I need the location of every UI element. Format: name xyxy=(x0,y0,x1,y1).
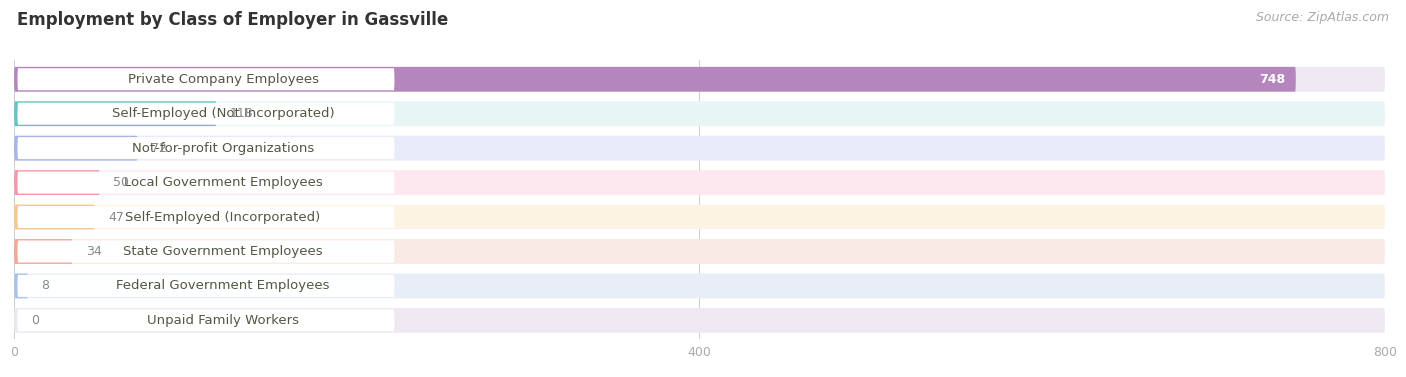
FancyBboxPatch shape xyxy=(14,274,1385,298)
FancyBboxPatch shape xyxy=(14,308,1385,333)
FancyBboxPatch shape xyxy=(17,310,395,331)
FancyBboxPatch shape xyxy=(14,136,1385,161)
FancyBboxPatch shape xyxy=(17,68,395,90)
Text: 118: 118 xyxy=(231,107,253,120)
Text: 72: 72 xyxy=(152,142,167,155)
Text: Private Company Employees: Private Company Employees xyxy=(128,73,319,86)
Text: 50: 50 xyxy=(114,176,129,189)
Text: Not-for-profit Organizations: Not-for-profit Organizations xyxy=(132,142,314,155)
Text: 748: 748 xyxy=(1260,73,1285,86)
FancyBboxPatch shape xyxy=(14,205,94,230)
Text: Unpaid Family Workers: Unpaid Family Workers xyxy=(148,314,299,327)
Text: 0: 0 xyxy=(31,314,39,327)
FancyBboxPatch shape xyxy=(17,275,395,297)
Text: State Government Employees: State Government Employees xyxy=(124,245,323,258)
FancyBboxPatch shape xyxy=(14,274,28,298)
Text: Local Government Employees: Local Government Employees xyxy=(124,176,322,189)
FancyBboxPatch shape xyxy=(14,170,100,195)
FancyBboxPatch shape xyxy=(14,239,72,264)
Text: Federal Government Employees: Federal Government Employees xyxy=(117,279,330,293)
FancyBboxPatch shape xyxy=(17,137,395,159)
FancyBboxPatch shape xyxy=(17,172,395,194)
FancyBboxPatch shape xyxy=(17,241,395,262)
FancyBboxPatch shape xyxy=(14,101,217,126)
FancyBboxPatch shape xyxy=(14,170,1385,195)
FancyBboxPatch shape xyxy=(14,101,1385,126)
FancyBboxPatch shape xyxy=(14,67,1296,92)
FancyBboxPatch shape xyxy=(14,136,138,161)
Text: 8: 8 xyxy=(42,279,49,293)
FancyBboxPatch shape xyxy=(17,206,395,228)
Text: Self-Employed (Not Incorporated): Self-Employed (Not Incorporated) xyxy=(112,107,335,120)
FancyBboxPatch shape xyxy=(17,103,395,125)
Text: Self-Employed (Incorporated): Self-Employed (Incorporated) xyxy=(125,210,321,224)
Text: Source: ZipAtlas.com: Source: ZipAtlas.com xyxy=(1256,11,1389,24)
FancyBboxPatch shape xyxy=(14,67,1385,92)
Text: Employment by Class of Employer in Gassville: Employment by Class of Employer in Gassv… xyxy=(17,11,449,29)
FancyBboxPatch shape xyxy=(14,239,1385,264)
FancyBboxPatch shape xyxy=(14,205,1385,230)
Text: 34: 34 xyxy=(86,245,101,258)
Text: 47: 47 xyxy=(108,210,124,224)
